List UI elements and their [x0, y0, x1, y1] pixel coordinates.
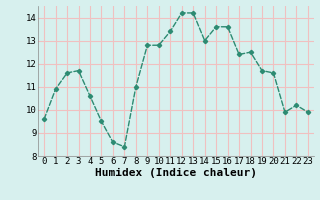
X-axis label: Humidex (Indice chaleur): Humidex (Indice chaleur): [95, 168, 257, 178]
